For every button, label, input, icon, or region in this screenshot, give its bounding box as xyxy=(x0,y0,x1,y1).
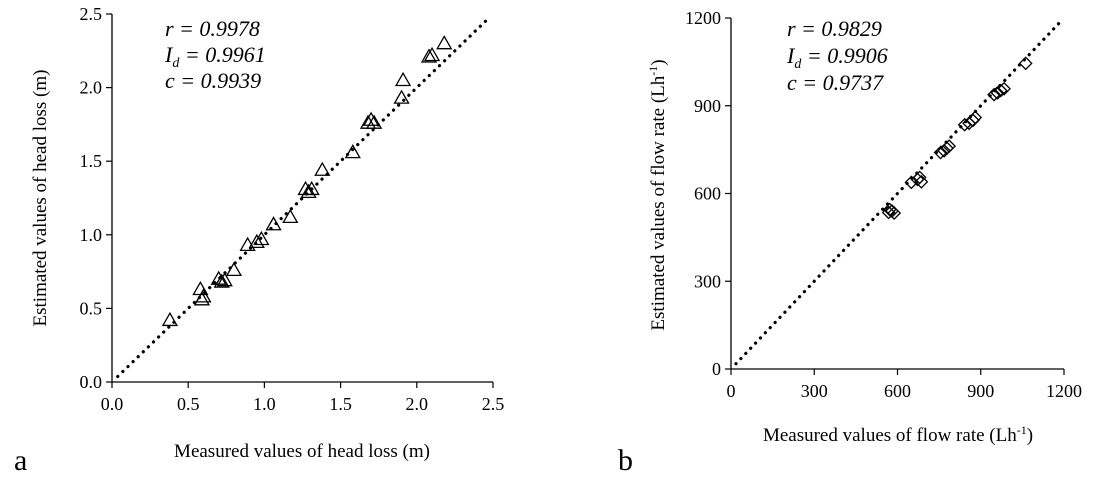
y-tick-label: 1200 xyxy=(685,8,721,28)
panel-label-b: b xyxy=(618,444,633,477)
stat-c-a: c = 0.9939 xyxy=(165,68,261,93)
data-point-triangle xyxy=(253,230,270,246)
data-point-triangle xyxy=(423,46,441,62)
y-tick-label: 600 xyxy=(694,184,721,204)
data-point-triangle xyxy=(300,183,317,199)
data-point-triangle xyxy=(436,35,453,50)
y-tick-label: 0 xyxy=(712,359,721,379)
data-point-triangle xyxy=(195,288,212,303)
y-tick-label: 0.5 xyxy=(80,298,103,318)
chart-panel-a: 0.0 0.5 1.0 1.5 2.0 2.5 0.0 0.5 1.0 1.5 2.0 2.5 r =… xyxy=(14,4,504,477)
data-point-triangle xyxy=(282,208,299,224)
data-point-diamond xyxy=(937,143,952,158)
y-axis-label-b: Estimated values of flow rate (Lh-1) xyxy=(646,59,669,330)
data-point-diamond xyxy=(997,81,1011,96)
data-point-diamond xyxy=(993,83,1008,98)
x-tick-label: 1.0 xyxy=(253,394,276,414)
data-point-triangle xyxy=(314,161,331,176)
data-point-diamond xyxy=(1018,56,1033,71)
x-axis-label-a: Measured values of head loss (m) xyxy=(174,441,430,462)
x-tick-label: 0.5 xyxy=(177,394,200,414)
data-point-triangle xyxy=(393,89,410,104)
data-point-triangle xyxy=(394,71,412,87)
data-point-triangle xyxy=(265,216,282,231)
x-tick-label: 1200 xyxy=(1046,381,1082,401)
y-tick-label: 300 xyxy=(694,271,721,291)
y-tick-label: 2.0 xyxy=(80,78,103,98)
data-point-diamond xyxy=(887,206,902,221)
data-point-triangle xyxy=(248,233,265,249)
data-point-triangle xyxy=(366,114,383,129)
data-point-triangle xyxy=(344,144,361,159)
x-tick-label: 0 xyxy=(727,381,736,401)
data-point-triangle xyxy=(303,180,320,196)
data-point-triangle xyxy=(161,311,179,327)
data-point-triangle xyxy=(239,236,256,252)
data-point-triangle xyxy=(420,48,438,63)
x-tick-label: 0.0 xyxy=(101,394,124,414)
data-point-diamond xyxy=(968,110,983,125)
y-tick-label: 0.0 xyxy=(80,372,103,392)
x-tick-label: 1.5 xyxy=(329,394,352,414)
data-point-diamond xyxy=(987,87,1001,102)
y-tick-label: 900 xyxy=(694,96,721,116)
one-to-one-line xyxy=(734,21,1061,366)
stat-r-b: r = 0.9829 xyxy=(787,16,882,41)
x-tick-label: 900 xyxy=(967,381,994,401)
stat-r-a: r = 0.9978 xyxy=(165,16,260,41)
data-point-triangle xyxy=(213,273,230,288)
x-tick-label: 300 xyxy=(801,381,828,401)
data-point-diamond xyxy=(990,85,1005,100)
x-tick-label: 2.0 xyxy=(406,394,429,414)
x-axis-label-b: Measured values of flow rate (Lh-1) xyxy=(763,423,1033,446)
x-tick-label: 600 xyxy=(884,381,911,401)
y-axis-label-a: Estimated values of head loss (m) xyxy=(30,70,51,327)
data-point-diamond xyxy=(966,113,980,128)
data-point-diamond xyxy=(904,175,919,190)
stat-c-b: c = 0.9737 xyxy=(787,70,884,95)
data-point-diamond xyxy=(912,170,927,185)
stat-id-a: Id = 0.9961 xyxy=(164,42,266,71)
data-point-triangle xyxy=(362,111,380,126)
data-point-triangle xyxy=(225,261,243,277)
data-point-diamond xyxy=(942,139,957,154)
data-point-diamond xyxy=(914,174,929,189)
data-point-diamond xyxy=(933,145,948,160)
y-tick-label: 1.0 xyxy=(80,225,103,245)
y-tick-label: 2.5 xyxy=(80,4,103,24)
stat-id-b: Id = 0.9906 xyxy=(786,43,888,72)
y-tick-label: 1.5 xyxy=(80,151,103,171)
panel-label-a: a xyxy=(14,444,27,477)
x-tick-label: 2.5 xyxy=(482,394,505,414)
data-point-triangle xyxy=(216,272,233,287)
